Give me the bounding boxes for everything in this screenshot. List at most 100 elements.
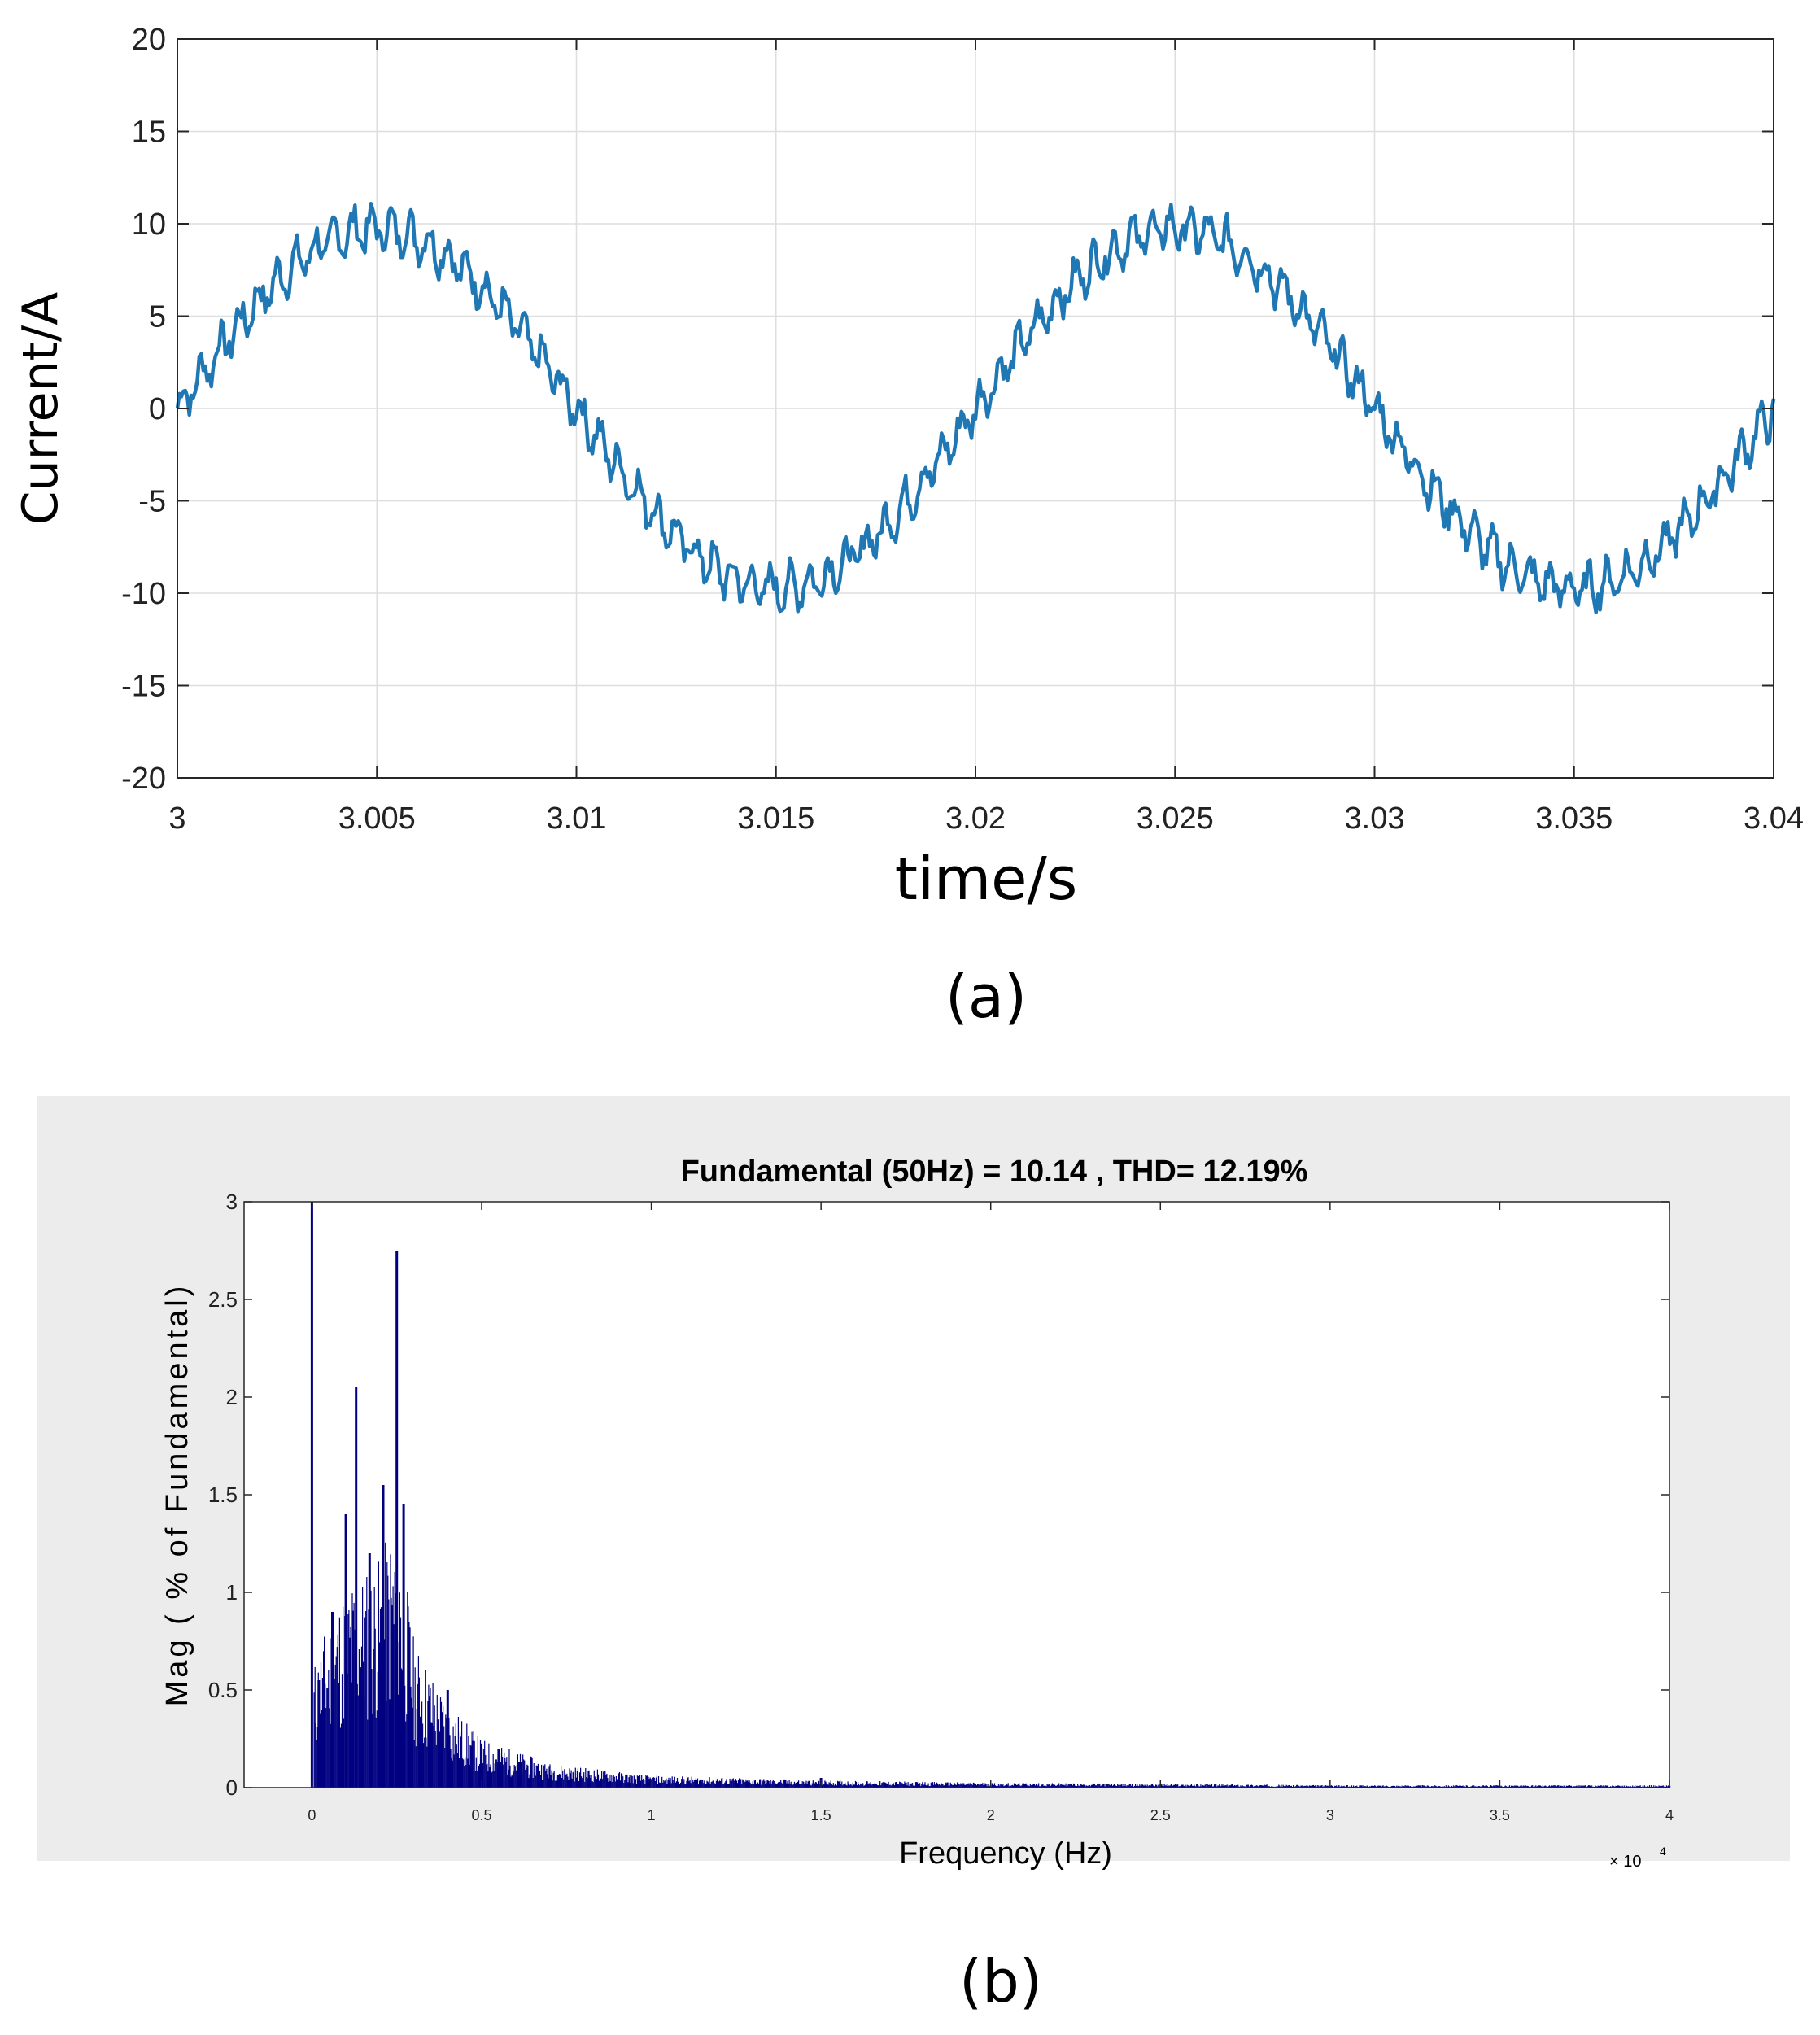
spectrum-bar (574, 1781, 575, 1788)
spectrum-bar (1408, 1785, 1409, 1788)
spectrum-bar (670, 1783, 672, 1788)
spectrum-bar (386, 1562, 388, 1788)
spectrum-bar (866, 1781, 868, 1788)
spectrum-bar (792, 1784, 794, 1788)
spectrum-bar (1050, 1784, 1052, 1788)
spectrum-bar (637, 1776, 639, 1788)
spectrum-bar (1129, 1784, 1131, 1788)
spectrum-bar (408, 1622, 410, 1788)
spectrum-bar (628, 1777, 630, 1788)
spectrum-bar (723, 1783, 725, 1788)
spectrum-bar (902, 1784, 904, 1788)
spectrum-bar (1326, 1785, 1328, 1788)
spectrum-bar (1595, 1786, 1597, 1788)
spectrum-bar (1079, 1785, 1080, 1788)
spectrum-bar (701, 1780, 703, 1788)
spectrum-bar (343, 1718, 345, 1788)
spectrum-bar (1135, 1784, 1137, 1788)
spectrum-bar (1227, 1786, 1229, 1788)
spectrum-bar (1087, 1786, 1089, 1788)
spectrum-bar (1071, 1785, 1073, 1788)
y-tick-label: -5 (138, 485, 166, 519)
spectrum-bar (475, 1757, 477, 1788)
spectrum-bar (1612, 1785, 1613, 1788)
spectrum-bar (1021, 1785, 1023, 1788)
spectrum-bar (517, 1762, 519, 1788)
spectrum-bar (721, 1778, 722, 1788)
spectrum-bar (1342, 1786, 1344, 1788)
spectrum-bar (743, 1780, 744, 1788)
spectrum-bar (575, 1777, 577, 1788)
spectrum-bar (426, 1746, 428, 1788)
spectrum-bar (495, 1759, 496, 1788)
spectrum-bar (856, 1785, 858, 1788)
spectrum-bar (1017, 1784, 1019, 1788)
x-tick-label: 3 (1326, 1807, 1334, 1823)
spectrum-bar (1214, 1784, 1216, 1788)
spectrum-bar (340, 1723, 343, 1788)
spectrum-bar (424, 1737, 426, 1788)
spectrum-bar (702, 1780, 704, 1788)
spectrum-bar (491, 1771, 493, 1788)
spectrum-bar (1443, 1786, 1445, 1788)
spectrum-bar (1436, 1786, 1438, 1788)
spectrum-bar (1482, 1785, 1483, 1788)
spectrum-bar (850, 1784, 852, 1788)
spectrum-bar (998, 1784, 1000, 1788)
spectrum-bar (666, 1784, 668, 1788)
spectrum-bar (915, 1782, 918, 1788)
spectrum-bar (405, 1721, 407, 1788)
spectrum-bar (700, 1779, 701, 1788)
spectrum-bar (705, 1784, 707, 1788)
spectrum-bar (1187, 1785, 1189, 1788)
spectrum-bar (766, 1780, 768, 1788)
spectrum-bar (1001, 1784, 1002, 1788)
spectrum-bar (1121, 1784, 1123, 1788)
spectrum-bar (1248, 1786, 1250, 1788)
spectrum-bar (861, 1784, 862, 1788)
spectrum-bar (583, 1772, 585, 1788)
spectrum-bar (1604, 1785, 1606, 1788)
spectrum-bar (407, 1592, 408, 1788)
spectrum-bar (985, 1784, 987, 1788)
spectrum-bar (661, 1776, 663, 1788)
spectrum-bar (556, 1780, 557, 1788)
spectrum-bar (586, 1777, 587, 1788)
spectrum-bar (795, 1782, 797, 1788)
spectrum-bar (778, 1782, 779, 1788)
spectrum-bar (1175, 1784, 1176, 1788)
spectrum-bar (543, 1765, 545, 1788)
spectrum-bar (1475, 1786, 1477, 1788)
spectrum-bar (613, 1775, 614, 1788)
spectrum-bar (914, 1782, 917, 1788)
spectrum-bar (572, 1772, 574, 1788)
spectrum-bar (1143, 1785, 1145, 1788)
spectrum-bar (1046, 1784, 1048, 1788)
x-tick-labels-a: 3 3.005 3.01 3.015 3.02 3.025 3.03 3.035 3.04 (168, 801, 1804, 836)
spectrum-bar (1416, 1785, 1418, 1788)
spectrum-bar (1204, 1784, 1206, 1788)
spectrum-bar (1378, 1785, 1380, 1788)
spectrum-bar (733, 1780, 735, 1788)
spectrum-bar (409, 1627, 411, 1788)
spectrum-bar (1097, 1784, 1098, 1788)
spectrum-bar (655, 1777, 657, 1788)
spectrum-bar (524, 1760, 526, 1788)
spectrum-bar (1254, 1786, 1255, 1788)
x-axis-label-b: Frequency (Hz) (899, 1836, 1112, 1871)
spectrum-bar (984, 1783, 986, 1788)
spectrum-bar (1112, 1784, 1115, 1788)
spectrum-bar (1393, 1785, 1394, 1788)
spectrum-bar (1587, 1785, 1590, 1788)
spectrum-bar (885, 1783, 887, 1788)
spectrum-bar (1511, 1785, 1512, 1788)
spectrum-bar (1398, 1785, 1399, 1788)
spectrum-bar (783, 1779, 785, 1788)
spectrum-bar (944, 1785, 945, 1788)
spectrum-bar (578, 1781, 580, 1788)
spectrum-bar (1111, 1784, 1112, 1788)
spectrum-bar (1084, 1785, 1085, 1788)
spectrum-bar (429, 1696, 430, 1788)
spectrum-bar (952, 1785, 954, 1788)
spectrum-bar (1226, 1784, 1228, 1788)
